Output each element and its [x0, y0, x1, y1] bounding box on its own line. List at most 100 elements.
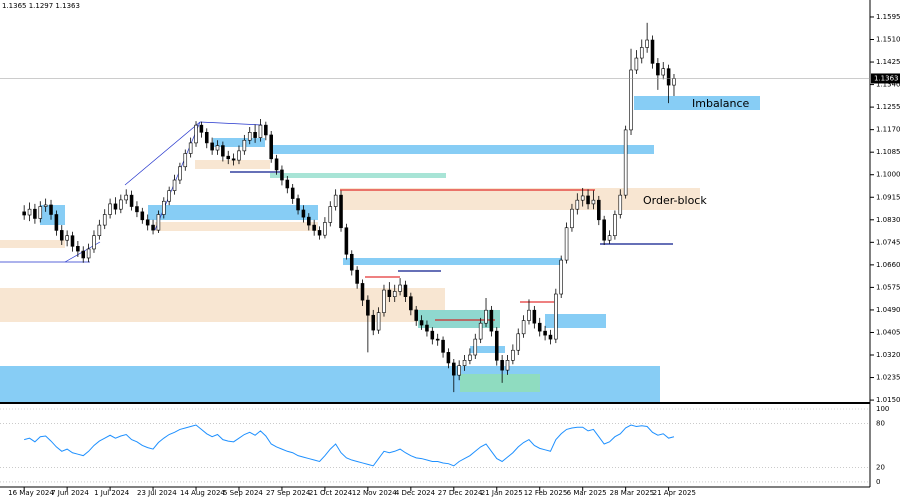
candle-body: [339, 194, 343, 229]
y-tick-label: 1.1595: [876, 13, 900, 21]
candle-body: [446, 352, 451, 364]
zones: [0, 96, 760, 403]
candle-body: [167, 190, 171, 202]
zone: [0, 240, 65, 248]
candle-body: [204, 132, 209, 144]
candle-body: [392, 291, 397, 297]
annotation: Order-block: [643, 194, 707, 207]
y-tick-label: 1.1085: [876, 148, 900, 156]
candle-body: [258, 124, 263, 138]
candle-body: [162, 200, 166, 215]
candle-body: [178, 166, 182, 181]
candle-body: [81, 250, 86, 259]
x-tick-label: 7 Jun 2024: [51, 489, 89, 497]
candle-body: [301, 209, 306, 218]
candle-body: [543, 330, 547, 336]
candle-body: [521, 320, 526, 335]
y-tick-label: 100: [876, 405, 889, 413]
candle-body: [247, 132, 252, 141]
candle-body: [140, 211, 145, 221]
candle-body: [613, 214, 617, 237]
y-tick-label: 1.0235: [876, 374, 900, 382]
candle-body: [419, 320, 424, 326]
x-tick-label: 21 Jan 2025: [481, 489, 523, 497]
imbalance-zone: [148, 205, 318, 220]
annotation: Imbalance: [692, 97, 749, 110]
candle-body: [290, 187, 295, 199]
zone: [270, 173, 446, 178]
x-tick-label: 23 Jul 2024: [137, 489, 177, 497]
y-tick-label: 1.0320: [876, 351, 900, 359]
candle-body: [602, 219, 606, 241]
candle-body: [328, 206, 333, 223]
candle-body: [59, 230, 64, 241]
indicator-line: [24, 424, 675, 467]
candle-body: [425, 324, 429, 332]
candle-body: [672, 78, 676, 86]
candle-body: [409, 296, 413, 311]
x-tick-label: 6 Mar 2025: [567, 489, 607, 497]
imbalance-zone: [270, 145, 654, 154]
header-prices: 1.1365 1.1297 1.1363: [2, 2, 80, 10]
candle-body: [237, 150, 241, 161]
candle-body: [597, 199, 601, 221]
candle-body: [564, 227, 569, 261]
candle-body: [43, 204, 48, 207]
candle-body: [618, 194, 623, 215]
x-tick-label: 28 Mar 2025: [610, 489, 654, 497]
candle-body: [554, 293, 558, 340]
candle-body: [575, 199, 580, 210]
imbalance-zone: [545, 314, 606, 328]
candle-body: [462, 360, 467, 366]
y-tick-label: 1.1255: [876, 103, 900, 111]
supply-zone: [0, 288, 445, 322]
candle-body: [398, 284, 402, 292]
candle-body: [478, 322, 483, 340]
imbalance-zone: [40, 205, 65, 225]
candle-body: [473, 338, 478, 356]
candle-body: [135, 206, 139, 213]
current-price-label: 1.1363: [874, 74, 899, 82]
candle-body: [484, 309, 488, 324]
candle-body: [570, 208, 574, 229]
y-tick-label: 80: [876, 420, 885, 428]
candle-body: [102, 214, 107, 226]
imbalance-zone: [470, 346, 505, 353]
y-tick-label: 1.0915: [876, 193, 900, 201]
candle-body: [629, 69, 633, 131]
x-tick-label: 21 Oct 2024: [309, 489, 353, 497]
candle-body: [296, 198, 300, 211]
candle-body: [452, 362, 456, 376]
imbalance-zone: [634, 96, 760, 110]
y-tick-label: 1.1510: [876, 36, 900, 44]
candle-body: [634, 57, 639, 71]
candle-body: [188, 142, 193, 154]
y-tick-label: 0: [876, 478, 880, 486]
candle-body: [371, 314, 376, 331]
candle-body: [414, 309, 418, 321]
candle-body: [591, 199, 596, 205]
candle-body: [537, 322, 542, 332]
candle-body: [199, 124, 204, 133]
x-tick-label: 27 Sep 2024: [266, 489, 311, 497]
candle-body: [269, 134, 273, 160]
candle-body: [639, 47, 644, 59]
candle-body: [27, 208, 32, 216]
zone: [195, 160, 270, 169]
y-tick-label: 1.0575: [876, 283, 900, 291]
x-tick-label: 27 Dec 2024: [438, 489, 483, 497]
candle-body: [280, 169, 284, 181]
candle-body: [307, 216, 311, 226]
candle-body: [430, 330, 435, 340]
imbalance-zone: [213, 138, 265, 147]
candle-body: [468, 354, 472, 361]
imbalance-zone: [343, 258, 562, 265]
candle-body: [317, 230, 322, 236]
zone: [460, 374, 540, 392]
candle-body: [253, 132, 257, 138]
candle-body: [661, 68, 666, 76]
candle-body: [559, 259, 563, 295]
candle-body: [586, 195, 590, 205]
candle-body: [215, 145, 220, 151]
candle-body: [441, 339, 445, 353]
